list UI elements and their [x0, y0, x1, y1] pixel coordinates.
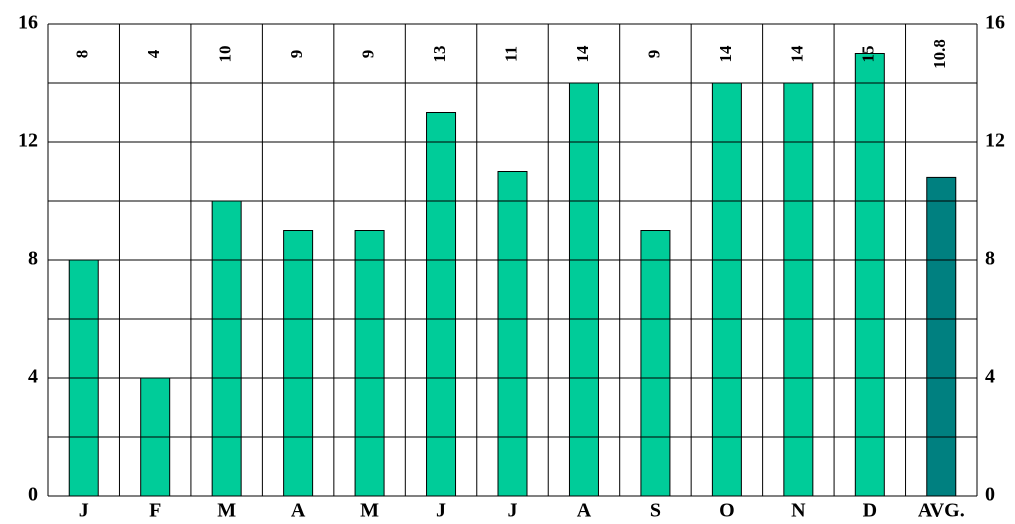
bar	[283, 230, 314, 497]
y-tick-label: 12	[18, 130, 38, 152]
x-tick-label: M	[360, 500, 379, 522]
bar	[426, 112, 457, 497]
bar	[211, 200, 242, 497]
value-label: 15	[859, 46, 878, 63]
x-tick-label: F	[149, 500, 161, 522]
value-label: 8	[73, 50, 92, 59]
value-label: 14	[573, 45, 592, 63]
y2-tick-label: 12	[985, 130, 1005, 152]
value-label: 10.8	[930, 39, 949, 69]
bar	[497, 171, 528, 497]
x-tick-label: A	[291, 500, 306, 522]
y-tick-label: 0	[28, 484, 38, 506]
value-label: 4	[144, 49, 163, 58]
value-label: 9	[644, 50, 663, 59]
bar	[568, 82, 599, 497]
x-tick-label: J	[79, 500, 89, 522]
value-label: 9	[287, 50, 306, 59]
x-tick-label: J	[436, 500, 446, 522]
bar	[926, 176, 957, 497]
value-label: 14	[716, 45, 735, 63]
bar	[854, 53, 885, 497]
x-tick-label: D	[863, 500, 877, 522]
value-label: 10	[216, 46, 235, 63]
value-label: 9	[358, 50, 377, 59]
x-tick-label: A	[577, 500, 592, 522]
bar	[354, 230, 385, 497]
y2-tick-label: 8	[985, 248, 995, 270]
value-label: 13	[430, 46, 449, 63]
y-tick-label: 8	[28, 248, 38, 270]
x-tick-label: N	[791, 500, 806, 522]
x-tick-label: S	[650, 500, 661, 522]
bar	[783, 82, 814, 497]
y2-tick-label: 0	[985, 484, 995, 506]
y-tick-label: 16	[18, 12, 38, 34]
y2-tick-label: 16	[985, 12, 1005, 34]
x-tick-label: M	[217, 500, 236, 522]
y2-tick-label: 4	[985, 366, 995, 388]
value-label: 11	[501, 46, 520, 62]
bar	[711, 82, 742, 497]
x-tick-label: O	[719, 500, 735, 522]
y-tick-label: 4	[28, 366, 38, 388]
x-tick-label: AVG.	[918, 500, 965, 522]
bar	[640, 230, 671, 497]
value-label: 14	[787, 45, 806, 63]
x-tick-label: J	[508, 500, 518, 522]
